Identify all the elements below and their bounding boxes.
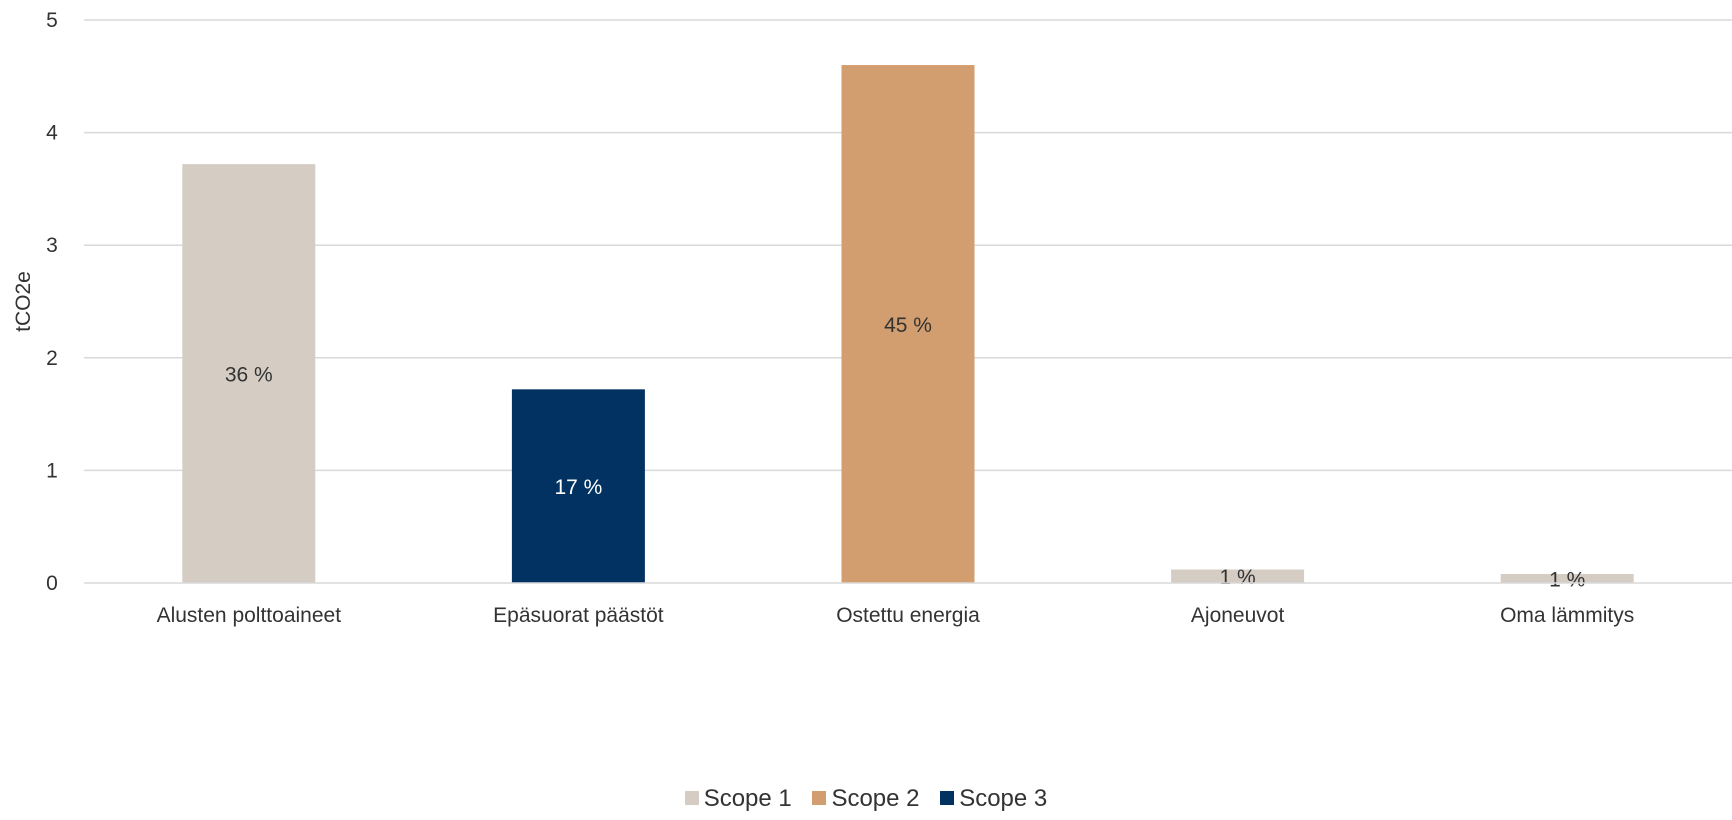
legend-swatch-scope-3 xyxy=(940,791,955,805)
bar-alusten-polttoaineet xyxy=(182,164,316,584)
category-label-alusten-polttoaineet: Alusten polttoaineet xyxy=(157,604,342,627)
category-labels: Alusten polttoaineet Epäsuorat päästöt Ost… xyxy=(157,604,1635,627)
legend-swatch-scope-2 xyxy=(812,791,827,805)
legend-item-scope-1: Scope 1 xyxy=(684,785,792,813)
data-label-alusten-polttoaineet: 36 % xyxy=(225,364,273,387)
legend-swatch-scope-1 xyxy=(684,791,699,805)
legend-label-scope-1: Scope 1 xyxy=(703,785,792,812)
legend: Scope 1 Scope 2 Scope 3 xyxy=(0,785,1732,813)
y-tick-label: 2 xyxy=(46,347,58,370)
data-label-oma-lämmitys: 1 % xyxy=(1549,568,1585,591)
data-label-ajoneuvot: 1 % xyxy=(1220,566,1256,589)
y-axis-ticks: 0 1 2 3 4 5 xyxy=(46,9,58,595)
legend-item-scope-3: Scope 3 xyxy=(940,785,1047,813)
bar-ajoneuvot xyxy=(1171,569,1305,583)
y-tick-label: 5 xyxy=(46,9,58,32)
y-axis-label: tCO2e xyxy=(12,271,35,332)
data-label-epäsuorat-päästöt: 17 % xyxy=(554,476,602,499)
category-label-ostettu-energia: Ostettu energia xyxy=(836,604,980,627)
category-label-epäsuorat-päästöt: Epäsuorat päästöt xyxy=(493,604,664,627)
y-tick-label: 1 xyxy=(46,459,58,482)
bar-oma-lämmitys xyxy=(1500,573,1634,583)
legend-label-scope-3: Scope 3 xyxy=(959,785,1048,812)
data-label-ostettu-energia: 45 % xyxy=(884,314,932,337)
legend-label-scope-2: Scope 2 xyxy=(831,785,920,812)
category-label-oma-lämmitys: Oma lämmitys xyxy=(1500,604,1634,627)
y-tick-label: 0 xyxy=(46,572,58,595)
y-tick-label: 3 xyxy=(46,234,58,257)
legend-item-scope-2: Scope 2 xyxy=(812,785,920,813)
bars xyxy=(182,65,1634,584)
y-tick-label: 4 xyxy=(46,122,58,145)
data-labels: 36 % 17 % 45 % 1 % 1 % xyxy=(225,314,1585,591)
bar-ostettu-energia xyxy=(841,65,975,584)
bar-epäsuorat-päästöt xyxy=(511,389,645,583)
category-label-ajoneuvot: Ajoneuvot xyxy=(1191,604,1285,627)
